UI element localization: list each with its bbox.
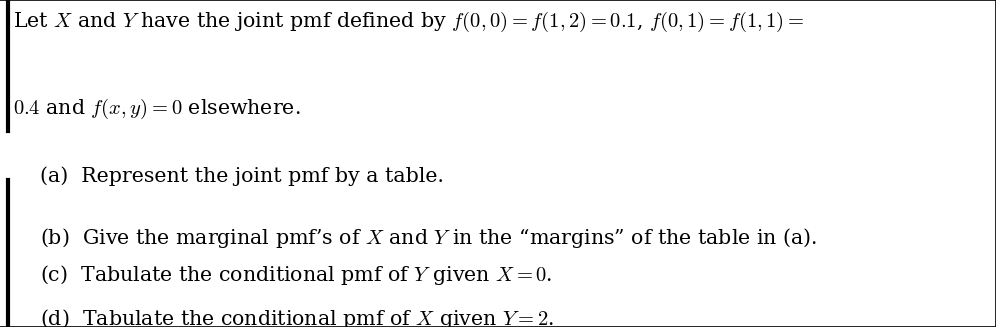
Text: (a)  Represent the joint pmf by a table.: (a) Represent the joint pmf by a table. [40,167,443,186]
Text: Let $X$ and $Y$ have the joint pmf defined by $f(0,0) = f(1,2) = 0.1$, $f(0,1) =: Let $X$ and $Y$ have the joint pmf defin… [13,10,805,34]
Text: (b)  Give the marginal pmf’s of $X$ and $Y$ in the “margins” of the table in (a): (b) Give the marginal pmf’s of $X$ and $… [40,226,817,250]
Text: (c)  Tabulate the conditional pmf of $Y$ given $X = 0$.: (c) Tabulate the conditional pmf of $Y$ … [40,263,553,287]
Text: $0.4$ and $f(x, y) = 0$ elsewhere.: $0.4$ and $f(x, y) = 0$ elsewhere. [13,96,301,121]
Text: (d)  Tabulate the conditional pmf of $X$ given $Y = 2$.: (d) Tabulate the conditional pmf of $X$ … [40,307,554,327]
